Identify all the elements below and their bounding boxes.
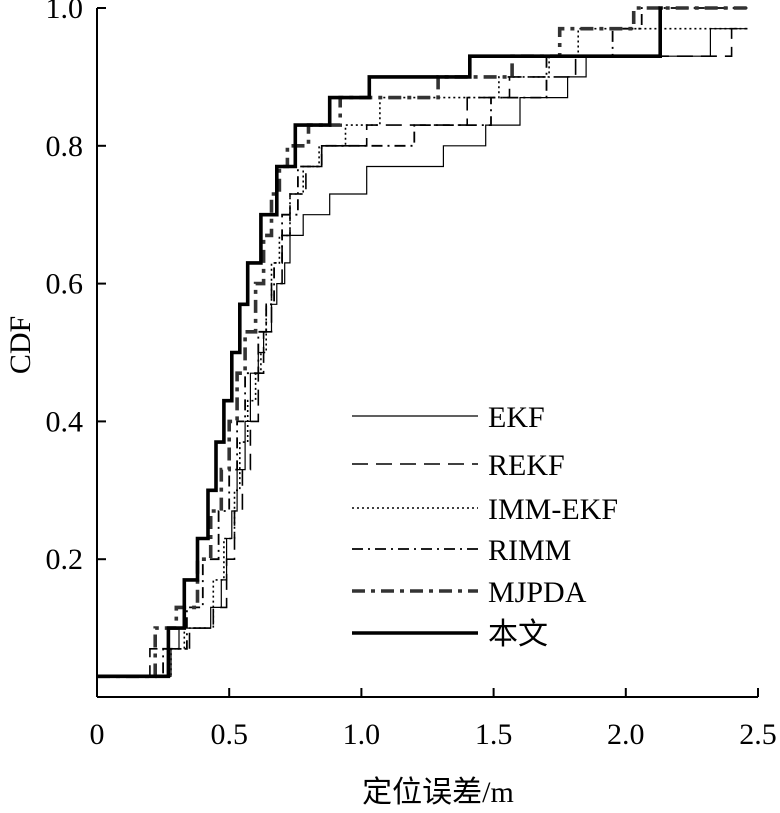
y-tick-label: 0.8 [46,130,84,163]
x-tick-label: 0.5 [210,718,248,751]
y-axis-title: CDF [4,316,37,374]
legend-label: REKF [488,449,565,482]
x-tick-label: 2.5 [739,718,777,751]
x-tick-label: 2.0 [607,718,645,751]
y-ticks: 0.2 0.4 0.6 0.8 1.0 [46,0,106,576]
x-tick-label: 1.5 [475,718,513,751]
x-axis-title: 定位误差/m [362,776,514,809]
series-lines [97,6,748,679]
legend-label: 本文 [488,618,548,651]
x-tick-label: 0 [90,718,105,751]
y-tick-label: 0.6 [46,268,84,301]
legend-label: MJPDA [488,576,587,609]
legend-label: IMM-EKF [488,493,618,526]
y-tick-label: 1.0 [46,0,84,25]
legend-label: EKF [488,401,545,434]
series-line-2 [97,27,748,678]
series-line-5 [97,6,663,679]
y-tick-label: 0.2 [46,543,84,576]
legend: EKF REKF IMM-EKF RIMM MJPDA 本文 [352,401,618,651]
axes [96,8,758,698]
x-tick-label: 1.0 [343,718,381,751]
legend-label: RIMM [488,534,571,567]
x-ticks: 0 0.5 1.0 1.5 2.0 2.5 [90,688,777,751]
series-line-3 [97,7,748,678]
y-tick-label: 0.4 [46,405,84,438]
series-line-1 [97,27,748,678]
